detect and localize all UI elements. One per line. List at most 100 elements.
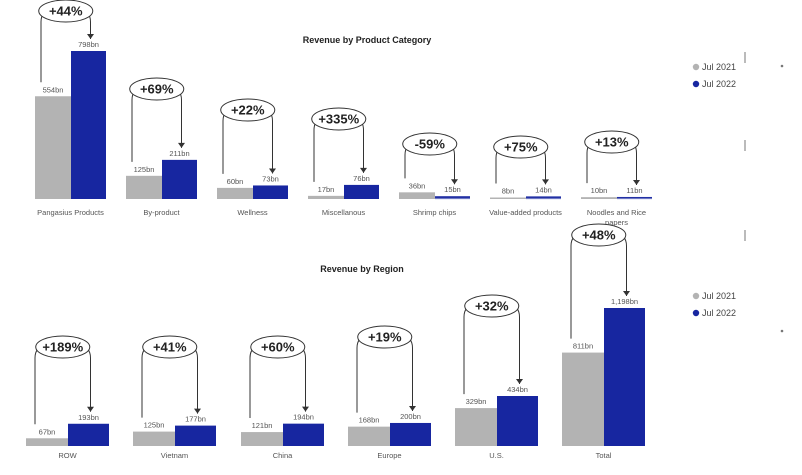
data-label-jul-2022: 194bn [293, 413, 314, 422]
right-panel-markers [744, 52, 784, 333]
growth-arrow [409, 405, 416, 411]
growth-label: -59% [415, 137, 446, 152]
growth-label: +48% [582, 228, 616, 243]
data-label-jul-2022: 15bn [444, 185, 461, 194]
data-label-jul-2022: 211bn [169, 149, 189, 158]
region-chart-title: Revenue by Region [320, 264, 404, 274]
growth-arrow [87, 406, 94, 412]
growth-bubble [493, 135, 549, 159]
data-label-jul-2021: 125bn [134, 165, 155, 174]
bar-jul-2021 [26, 438, 68, 446]
panel-dot [780, 64, 784, 68]
category-label: Miscellanous [322, 208, 366, 217]
growth-bubble [402, 132, 458, 156]
product-chart-title: Revenue by Product Category [303, 35, 432, 45]
growth-bubble [38, 0, 94, 23]
growth-bubble [142, 335, 198, 359]
category-label: Total [596, 451, 612, 460]
category-label: Noodles and Rice [587, 208, 646, 217]
legend-label-jul-2021: Jul 2021 [702, 291, 736, 301]
category-label: Value-added products [489, 208, 562, 217]
bar-jul-2022 [162, 159, 197, 199]
bar-jul-2022 [604, 308, 645, 446]
data-label-jul-2021: 10bn [591, 186, 608, 195]
growth-arrow [87, 34, 94, 39]
growth-arrow [623, 291, 630, 296]
panel-dot [780, 329, 784, 333]
bar-jul-2021 [241, 432, 283, 446]
growth-arrow [194, 408, 201, 414]
bar-jul-2022 [283, 423, 324, 446]
bar-jul-2021 [308, 195, 344, 199]
data-label-jul-2021: 8bn [502, 187, 515, 196]
growth-arrow [451, 179, 458, 185]
growth-label: +60% [261, 340, 295, 355]
category-label: papers [605, 218, 628, 227]
bar-jul-2022 [71, 51, 106, 199]
data-label-jul-2022: 11bn [626, 186, 642, 195]
data-label-jul-2021: 67bn [39, 427, 56, 436]
bar-jul-2021 [581, 197, 617, 199]
bar-jul-2021 [348, 426, 390, 446]
data-label-jul-2022: 73bn [262, 174, 279, 183]
category-label: Wellness [237, 208, 268, 217]
bar-jul-2021 [126, 175, 162, 199]
region-legend: Jul 2021 Jul 2022 [692, 291, 736, 318]
category-label: ROW [58, 451, 77, 460]
legend-marker-jul-2021 [692, 63, 700, 71]
category-label: Vietnam [161, 451, 188, 460]
growth-arrow [360, 167, 367, 173]
bar-jul-2021 [133, 431, 175, 446]
data-label-jul-2021: 168bn [359, 416, 380, 425]
data-label-jul-2021: 811bn [573, 342, 593, 351]
bar-jul-2021 [562, 352, 604, 446]
growth-label: +22% [231, 103, 265, 118]
data-label-jul-2022: 434bn [507, 385, 528, 394]
growth-label: +44% [49, 4, 83, 19]
growth-arrow [542, 179, 549, 185]
bar-jul-2021 [35, 96, 71, 199]
growth-bubble [311, 107, 367, 131]
region-chart: Revenue by Region 67bn 193bn ROW +189% 125bn… [26, 223, 645, 460]
bar-jul-2022 [344, 184, 379, 199]
bar-jul-2021 [217, 187, 253, 199]
data-label-jul-2022: 193bn [78, 413, 99, 422]
data-label-jul-2021: 17bn [318, 185, 335, 194]
bar-jul-2022 [526, 196, 561, 199]
bar-jul-2022 [435, 196, 470, 199]
data-label-jul-2021: 554bn [43, 85, 64, 94]
data-label-jul-2021: 60bn [227, 177, 244, 186]
bar-jul-2021 [455, 408, 497, 446]
data-label-jul-2022: 1,198bn [611, 297, 638, 306]
growth-arrow [178, 142, 185, 148]
bar-jul-2022 [253, 185, 288, 199]
bar-jul-2022 [175, 425, 216, 446]
data-label-jul-2021: 121bn [252, 421, 273, 430]
category-label: U.S. [489, 451, 504, 460]
category-label: Pangasius Products [37, 208, 104, 217]
category-label: China [273, 451, 293, 460]
legend-label-jul-2022: Jul 2022 [702, 308, 736, 318]
growth-bubble [129, 77, 185, 101]
growth-bubble [357, 325, 413, 349]
category-label: Europe [377, 451, 401, 460]
growth-arrow [302, 406, 309, 412]
legend-label-jul-2021: Jul 2021 [702, 62, 736, 72]
growth-label: +189% [42, 340, 83, 355]
legend-marker-jul-2022 [692, 80, 700, 88]
growth-bubble [464, 294, 520, 318]
legend-marker-jul-2022 [692, 309, 700, 317]
bar-jul-2022 [68, 423, 109, 446]
data-label-jul-2022: 76bn [353, 174, 370, 183]
data-label-jul-2021: 329bn [466, 397, 487, 406]
growth-bubble [250, 335, 306, 359]
category-label: Shrimp chips [413, 208, 457, 217]
growth-bubble [220, 98, 276, 122]
growth-label: +69% [140, 82, 174, 97]
data-label-jul-2022: 798bn [78, 40, 99, 49]
product-legend: Jul 2021 Jul 2022 [692, 62, 736, 89]
data-label-jul-2021: 125bn [144, 421, 165, 430]
growth-label: +41% [153, 340, 187, 355]
growth-label: +32% [475, 299, 509, 314]
